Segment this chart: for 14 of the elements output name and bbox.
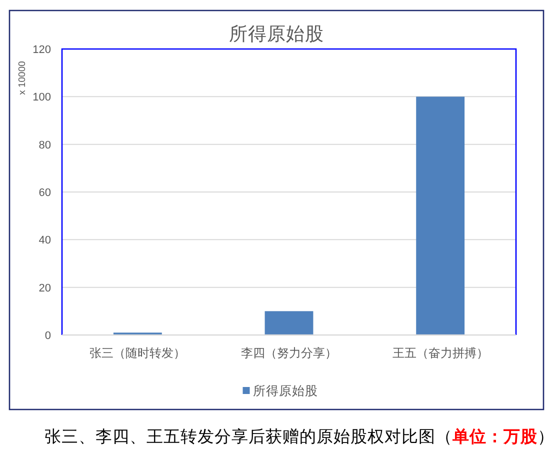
y-tick-label: 120	[32, 44, 51, 56]
text: 张三、李四、王五转发分享后获赠的原始股权对比图（单位：万股）	[44, 427, 554, 446]
x-tick-label: 王五（奋力拼搏）	[392, 346, 488, 360]
y-axis-title: x 10000	[17, 61, 28, 95]
y-tick-label: 100	[32, 92, 51, 104]
x-tick-label: 张三（随时转发）	[90, 346, 186, 360]
chart-title: 所得原始股	[229, 23, 324, 44]
legend: 所得原始股	[242, 384, 318, 398]
y-tick-label: 20	[38, 282, 51, 294]
y-tick-label: 60	[38, 187, 51, 199]
y-tick-label: 40	[38, 234, 51, 247]
y-tick-label: 0	[44, 330, 51, 342]
x-tick-label: 李四（努力分享）	[241, 346, 337, 360]
y-tick-label: 80	[38, 139, 51, 152]
